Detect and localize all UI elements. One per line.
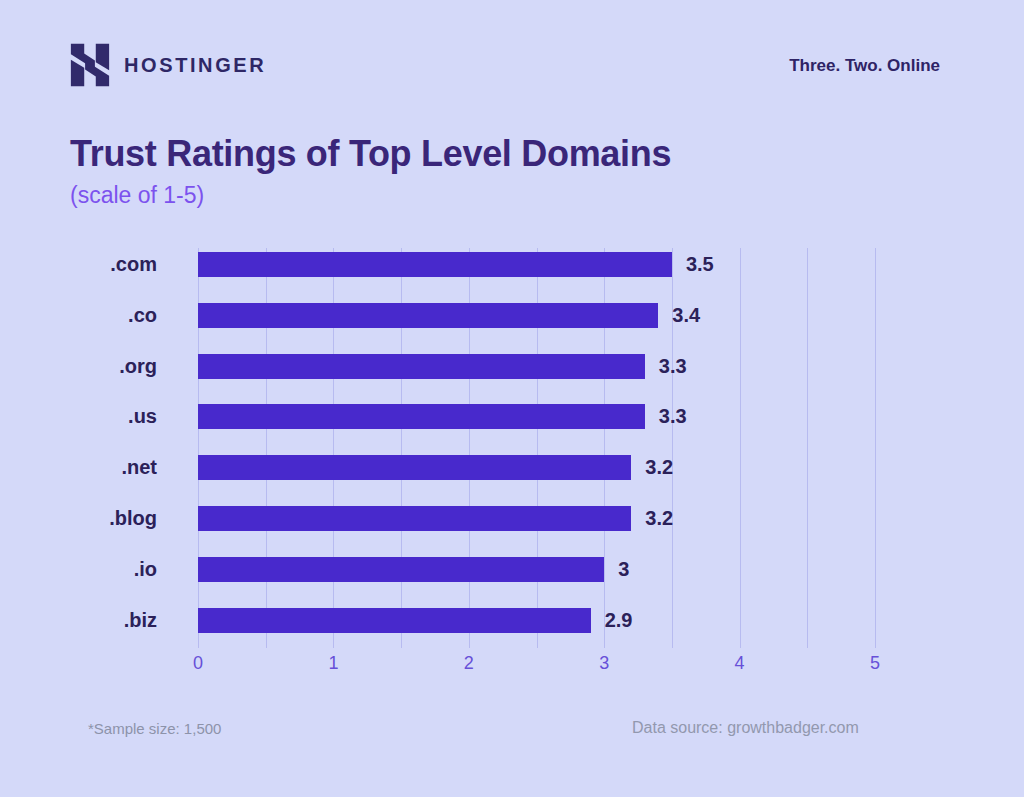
value-label-net: 3.2 xyxy=(645,455,673,480)
x-axis-tick-label-5: 5 xyxy=(855,653,895,674)
bar-com xyxy=(198,252,672,277)
hostinger-logo-icon xyxy=(70,42,110,88)
value-label-org: 3.3 xyxy=(659,354,687,379)
gridline xyxy=(807,248,808,648)
bar-io xyxy=(198,557,604,582)
x-axis-tick-label-1: 1 xyxy=(313,653,353,674)
sample-size-note: *Sample size: 1,500 xyxy=(88,720,221,737)
x-axis-tick-label-4: 4 xyxy=(720,653,760,674)
bar-biz xyxy=(198,608,591,633)
x-axis-tick-label-2: 2 xyxy=(449,653,489,674)
category-label-org: .org xyxy=(0,354,157,379)
category-label-co: .co xyxy=(0,303,157,328)
gridline xyxy=(875,248,876,648)
bar-blog xyxy=(198,506,631,531)
bar-co xyxy=(198,303,658,328)
category-label-com: .com xyxy=(0,252,157,277)
bar-chart: .com 3.5 .co 3.4 .org 3.3 .us 3.3 .net 3.2 .blog 3.… xyxy=(0,245,1024,685)
page-subtitle: (scale of 1-5) xyxy=(70,182,204,209)
gridline xyxy=(740,248,741,648)
category-label-io: .io xyxy=(0,557,157,582)
bar-us xyxy=(198,404,645,429)
brand-tagline: Three. Two. Online xyxy=(789,56,940,76)
category-label-biz: .biz xyxy=(0,608,157,633)
category-label-net: .net xyxy=(0,455,157,480)
bar-org xyxy=(198,354,645,379)
header-brand-group: HOSTINGER xyxy=(70,42,266,88)
data-source-note: Data source: growthbadger.com xyxy=(632,719,859,737)
brand-name: HOSTINGER xyxy=(124,54,266,77)
value-label-co: 3.4 xyxy=(672,303,700,328)
x-axis-tick-label-3: 3 xyxy=(584,653,624,674)
bar-net xyxy=(198,455,631,480)
page-title: Trust Ratings of Top Level Domains xyxy=(70,133,671,175)
value-label-biz: 2.9 xyxy=(605,608,633,633)
value-label-io: 3 xyxy=(618,557,629,582)
value-label-com: 3.5 xyxy=(686,252,714,277)
value-label-blog: 3.2 xyxy=(645,506,673,531)
x-axis-tick-label-0: 0 xyxy=(178,653,218,674)
category-label-blog: .blog xyxy=(0,506,157,531)
value-label-us: 3.3 xyxy=(659,404,687,429)
category-label-us: .us xyxy=(0,404,157,429)
